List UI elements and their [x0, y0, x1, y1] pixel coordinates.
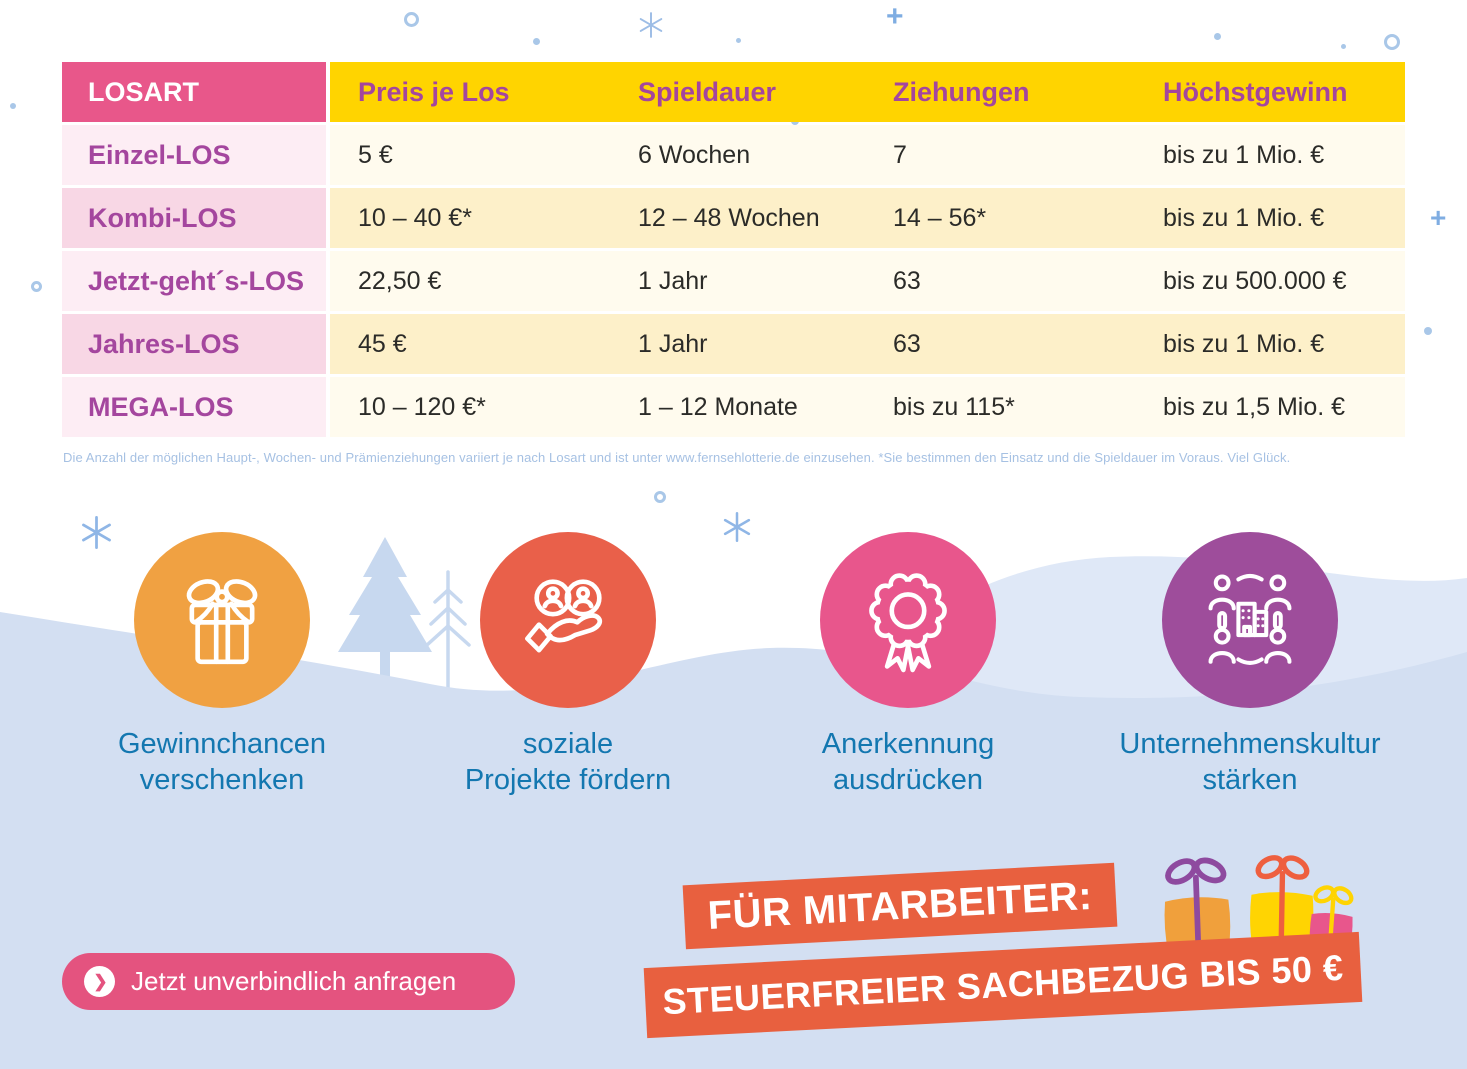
benefit-caption-line: Projekte fördern	[464, 763, 672, 796]
benefit-circle-unternehmenskultur	[1162, 532, 1338, 708]
benefit-caption-line: Anerkennung	[821, 728, 995, 760]
tree-icon	[338, 537, 432, 685]
table-cell: 1 Jahr	[610, 314, 865, 374]
circle-decoration	[31, 281, 42, 292]
benefit-caption: Anerkennung ausdrücken	[718, 727, 1098, 799]
cta-label: Jetzt unverbindlich anfragen	[131, 966, 457, 996]
dot-decoration	[1424, 327, 1432, 335]
dot-decoration	[1214, 33, 1221, 40]
table-cell: bis zu 500.000 €	[1135, 251, 1405, 311]
table-cell: bis zu 1 Mio. €	[1135, 314, 1405, 374]
chevron-right-icon: ❯	[84, 966, 115, 997]
benefit-caption-line: Gewinnchancen	[118, 728, 326, 760]
circle-decoration	[654, 491, 666, 503]
snowflake-icon	[82, 516, 111, 549]
dot-decoration	[10, 103, 16, 109]
benefit-caption-line: verschenken	[139, 763, 305, 796]
benefit-caption-line: ausdrücken	[833, 763, 983, 796]
snowflake-icon	[723, 512, 751, 542]
table-row-label: Kombi-LOS	[62, 188, 330, 248]
table-cell: 63	[865, 251, 1135, 311]
table-footnote: Die Anzahl der möglichen Haupt-, Wochen-…	[63, 450, 1291, 465]
table-header-cell: Ziehungen	[865, 62, 1135, 122]
request-offer-button[interactable]: ❯ Jetzt unverbindlich anfragen	[62, 953, 515, 1010]
table-header-cell: LOSART	[62, 62, 330, 122]
table-cell: 10 – 40 €*	[330, 188, 610, 248]
banner-text: FÜR MITARBEITER:	[706, 873, 1094, 938]
benefit-caption: Gewinnchancen verschenken	[32, 727, 412, 799]
circle-decoration	[1384, 34, 1400, 50]
table-row-label: Jetzt-geht´s-LOS	[62, 251, 330, 311]
table-row-label: MEGA-LOS	[62, 377, 330, 437]
table-cell: 1 – 12 Monate	[610, 377, 865, 437]
dot-decoration	[1341, 44, 1346, 49]
table-cell: bis zu 115*	[865, 377, 1135, 437]
table-cell: 6 Wochen	[610, 125, 865, 185]
circle-decoration	[404, 12, 419, 27]
table-header-cell: Höchstgewinn	[1135, 62, 1405, 122]
table-cell: bis zu 1 Mio. €	[1135, 188, 1405, 248]
table-cell: 14 – 56*	[865, 188, 1135, 248]
people-building-icon	[1208, 573, 1292, 665]
benefit-circle-soziale-projekte	[480, 532, 656, 708]
benefit-circle-anerkennung	[820, 532, 996, 708]
table-cell: 63	[865, 314, 1135, 374]
table-cell: 10 – 120 €*	[330, 377, 610, 437]
plus-decoration: +	[886, 0, 904, 33]
benefit-caption-line: stärken	[1202, 763, 1298, 796]
small-tree-icon	[425, 570, 471, 692]
table-cell: 7	[865, 125, 1135, 185]
benefit-caption-line: soziale	[522, 728, 614, 760]
plus-decoration: +	[1430, 202, 1447, 233]
gift-icon	[186, 579, 258, 665]
award-rosette-icon	[869, 573, 947, 673]
hand-infinity-icon	[525, 579, 603, 653]
table-cell: bis zu 1,5 Mio. €	[1135, 377, 1405, 437]
table-cell: 1 Jahr	[610, 251, 865, 311]
table-cell: 45 €	[330, 314, 610, 374]
dot-decoration	[736, 38, 741, 43]
table-header-cell: Spieldauer	[610, 62, 865, 122]
benefit-caption: soziale Projekte fördern	[378, 727, 758, 799]
table-row-label: Jahres-LOS	[62, 314, 330, 374]
dot-decoration	[533, 38, 540, 45]
table-cell: 22,50 €	[330, 251, 610, 311]
benefit-caption-line: Unternehmenskultur	[1119, 728, 1381, 760]
benefit-circle-gewinnchancen	[134, 532, 310, 708]
benefit-caption: Unternehmenskultur stärken	[1060, 727, 1440, 799]
table-header-cell: Preis je Los	[330, 62, 610, 122]
table-cell: 5 €	[330, 125, 610, 185]
table-cell: bis zu 1 Mio. €	[1135, 125, 1405, 185]
snowflake-icon	[639, 12, 663, 38]
table-row-label: Einzel-LOS	[62, 125, 330, 185]
los-table: LOSART Preis je Los Spieldauer Ziehungen…	[62, 62, 1405, 437]
table-cell: 12 – 48 Wochen	[610, 188, 865, 248]
